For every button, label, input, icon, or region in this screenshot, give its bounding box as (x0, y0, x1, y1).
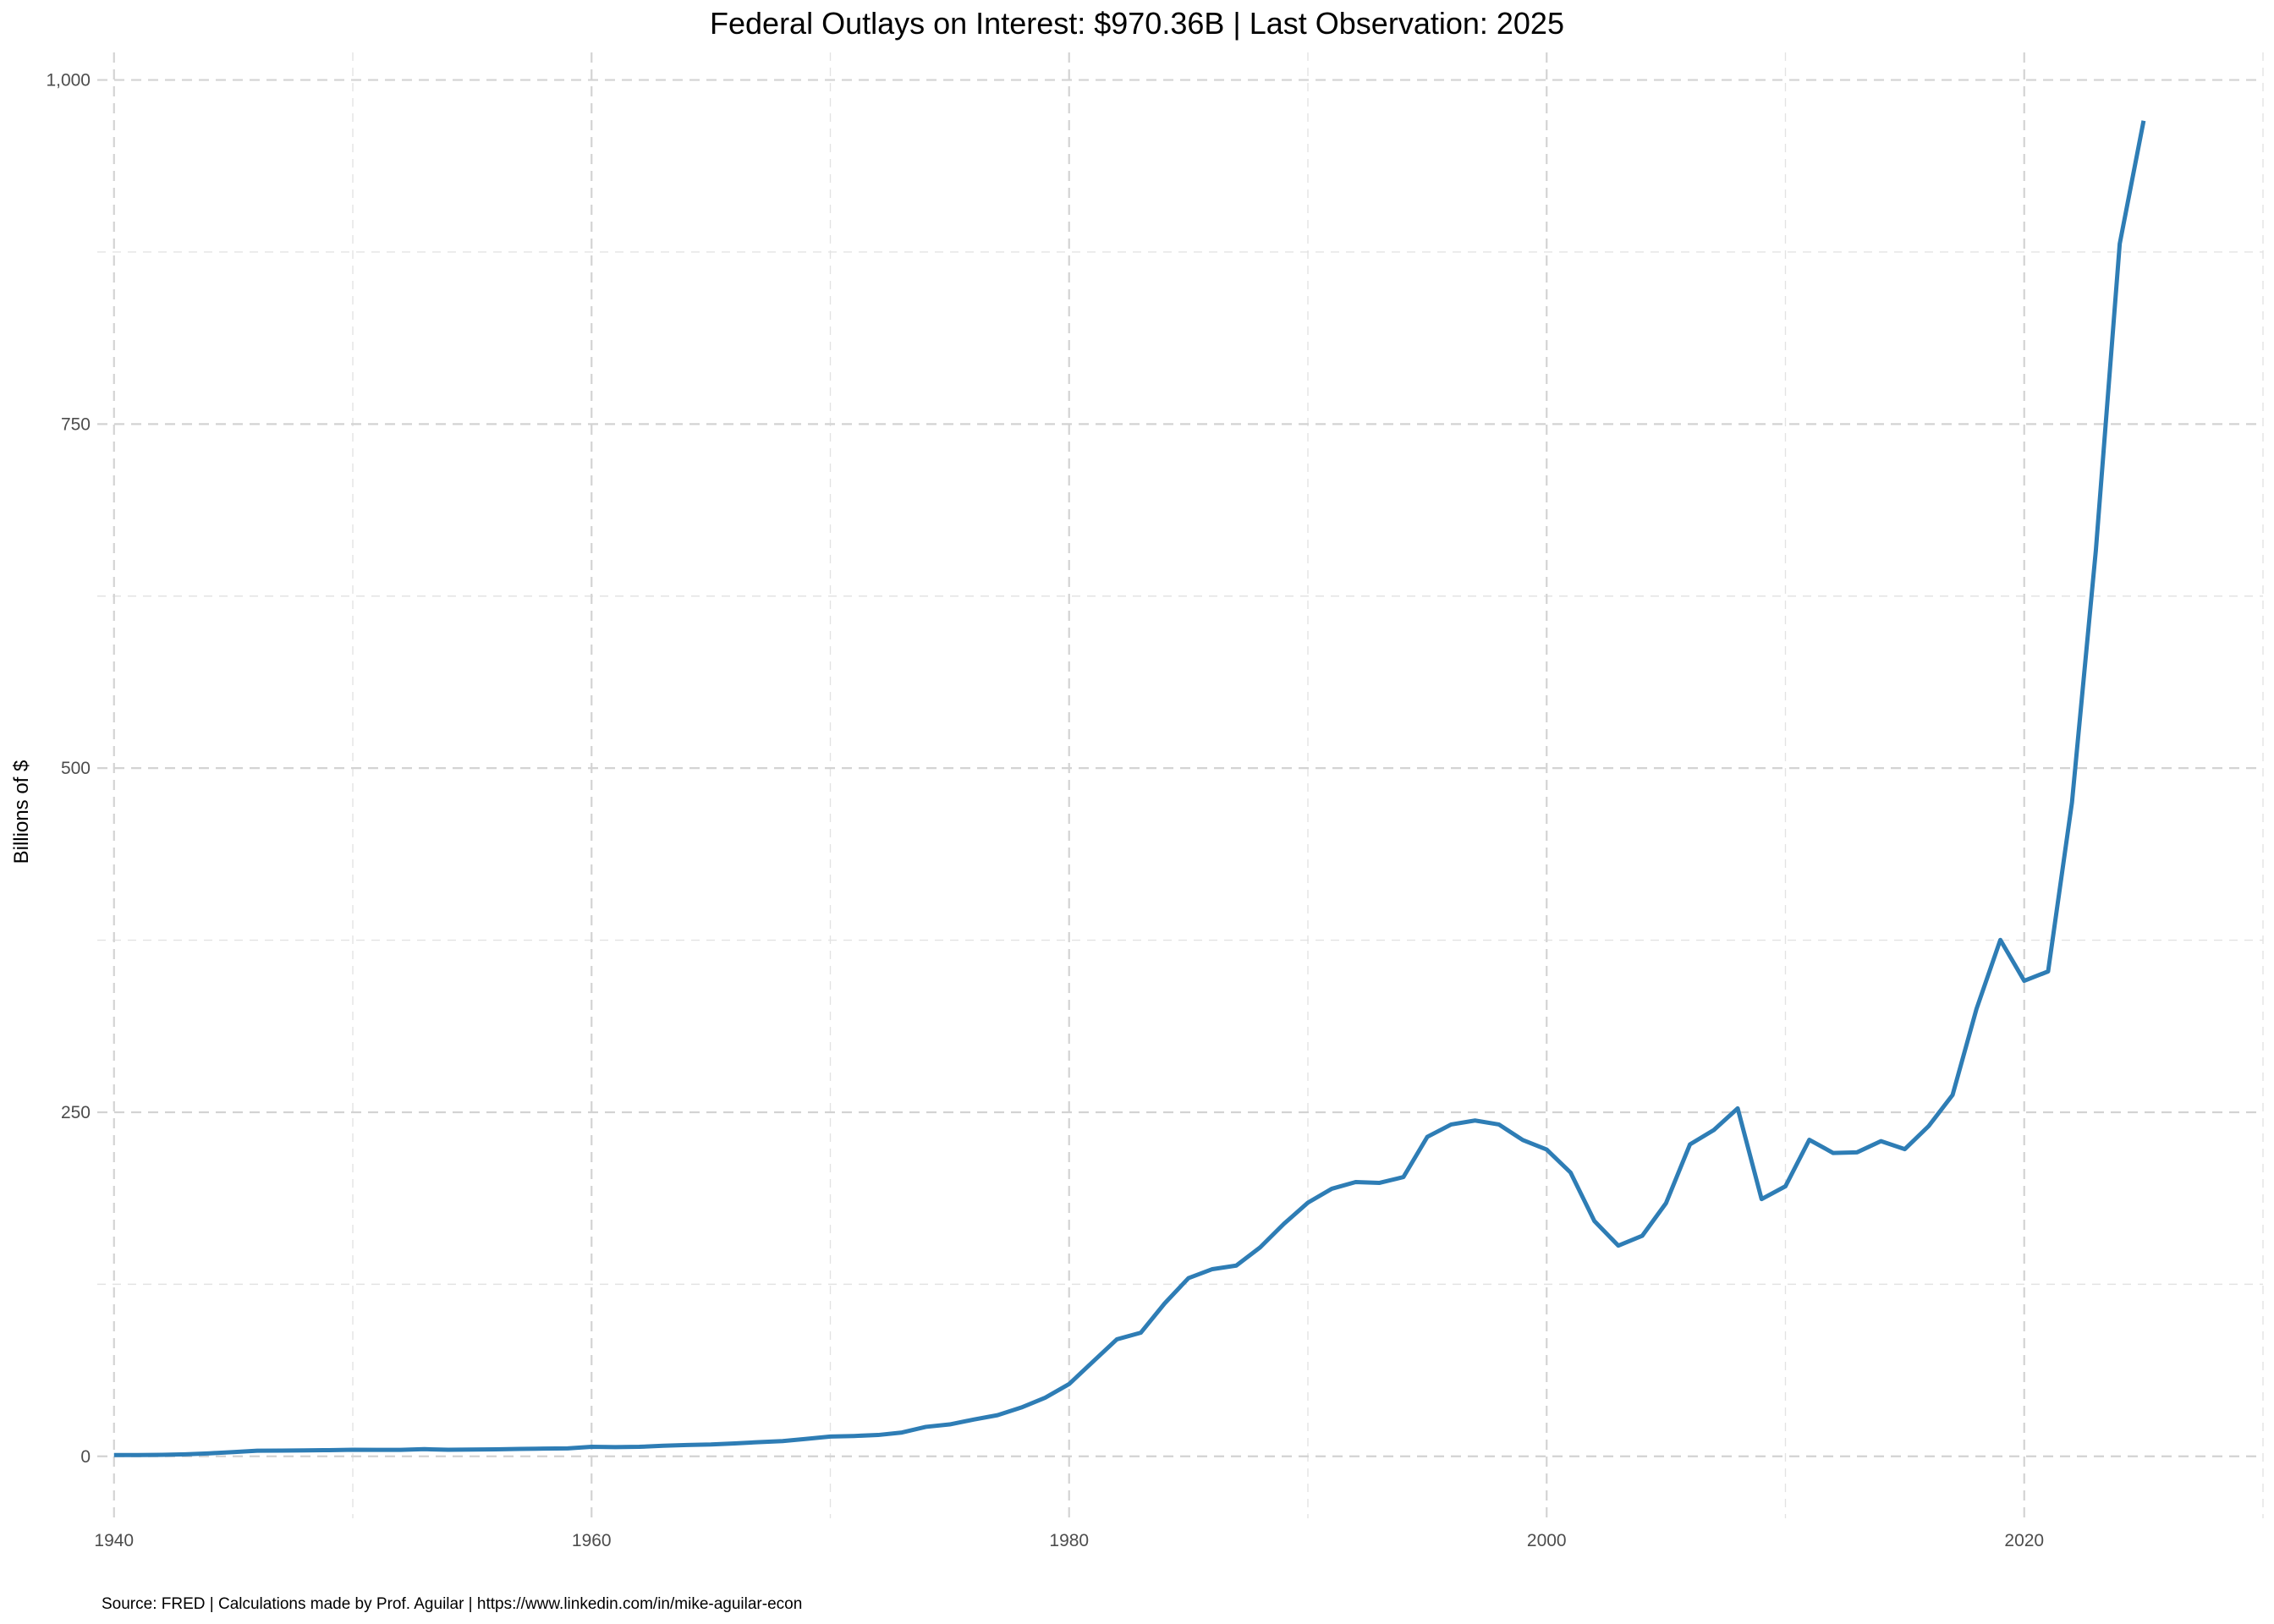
y-tick-label: 1,000 (46, 71, 91, 91)
x-tick-label: 2020 (2004, 1531, 2044, 1550)
y-tick-label: 0 (80, 1447, 91, 1467)
x-tick-label: 2000 (1527, 1531, 1567, 1550)
y-tick-label: 750 (61, 414, 91, 434)
y-tick-label: 250 (61, 1103, 91, 1122)
minor-gridlines (97, 52, 2264, 1518)
y-tick-label: 500 (61, 759, 91, 778)
x-tick-label: 1960 (572, 1531, 612, 1550)
series-layer (113, 120, 2146, 1457)
chart-caption: Source: FRED | Calculations made by Prof… (102, 1595, 802, 1613)
x-tick-label: 1940 (94, 1531, 134, 1550)
tick-labels: 1940 1960 1980 2000 2020 0 250 500 750 1,000 (46, 71, 2044, 1550)
major-gridlines (97, 52, 2263, 1518)
series-line (113, 120, 2146, 1457)
x-tick-label: 1980 (1049, 1531, 1089, 1550)
chart-title: Federal Outlays on Interest: $970.36B | … (710, 6, 1564, 41)
y-axis-label: Billions of $ (10, 760, 33, 864)
